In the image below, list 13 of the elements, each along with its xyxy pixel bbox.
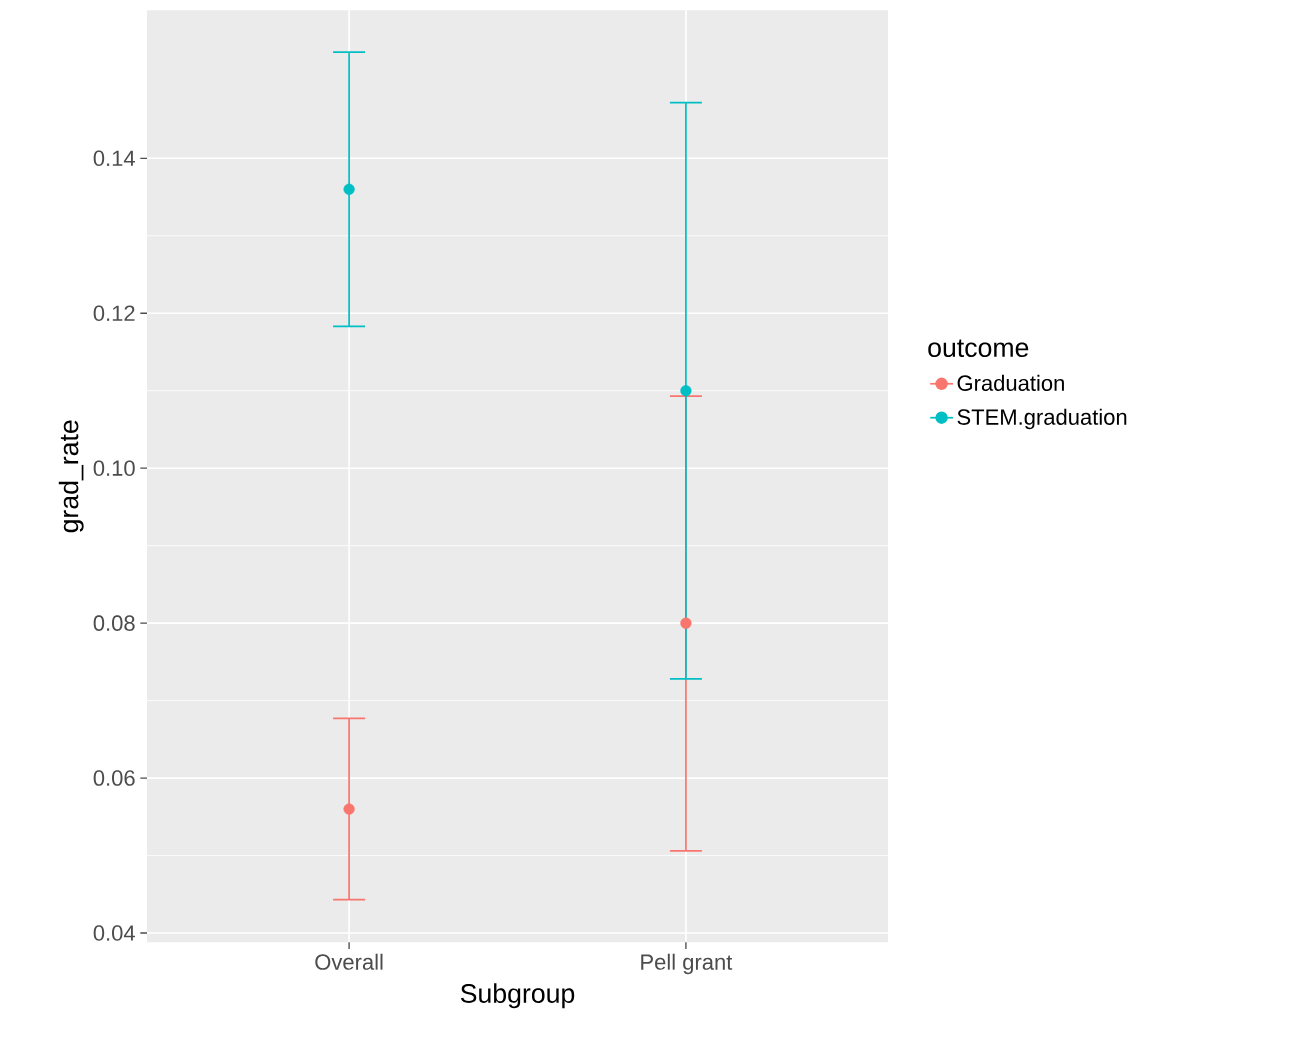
- y-tick-label: 0.04: [93, 925, 135, 941]
- y-tick-label: 0.08: [93, 615, 135, 631]
- y-axis-title: grad_rate: [58, 420, 84, 533]
- legend-label: Graduation: [957, 374, 1064, 391]
- x-tick-label: Overall: [315, 953, 383, 970]
- x-axis-title: Subgroup: [460, 983, 575, 1009]
- legend-label: STEM.graduation: [957, 408, 1127, 430]
- y-tick-label: 0.10: [93, 460, 135, 476]
- y-tick-label: 0.06: [93, 770, 135, 786]
- x-tick-label: Pell grant: [641, 953, 733, 975]
- y-tick-label: 0.14: [93, 150, 135, 166]
- y-tick-label: 0.12: [93, 305, 135, 321]
- legend-title: outcome: [928, 339, 1029, 357]
